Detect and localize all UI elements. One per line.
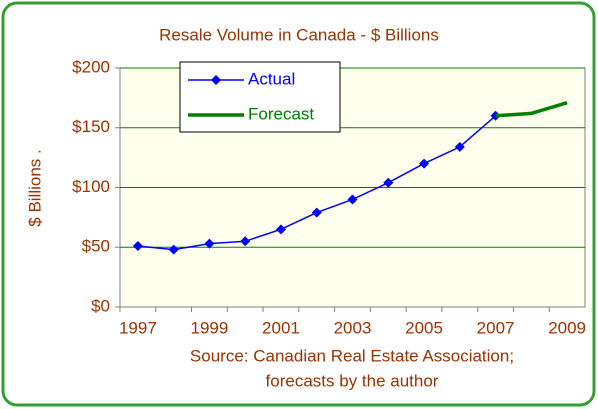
series-line [495,100,568,118]
y-axis-label: $ Billions . [25,149,44,226]
legend-marker [211,75,221,85]
source-note: forecasts by the author [266,371,439,390]
x-tick-label: 1999 [191,318,229,337]
point-marker [168,244,179,255]
point-marker [383,177,394,188]
point-marker [347,194,358,205]
x-tick-label: 2005 [405,318,443,337]
legend-label: Actual [248,69,295,88]
point-marker [204,238,215,249]
source-note: Source: Canadian Real Estate Association… [190,346,514,365]
y-tick-label: $100 [72,177,110,196]
y-tick-label: $200 [72,57,110,76]
x-tick-label: 2007 [477,318,515,337]
legend-box [179,61,341,133]
y-tick-label: $0 [91,296,110,315]
point-marker [454,141,465,152]
x-tick-label: 1997 [119,318,157,337]
x-tick-label: 2001 [262,318,300,337]
x-tick-label: 2009 [548,318,586,337]
point-marker [419,158,430,169]
y-tick-label: $50 [82,237,110,256]
x-tick-label: 2003 [334,318,372,337]
point-marker [275,224,286,235]
legend-label: Forecast [248,104,314,123]
chart-title: Resale Volume in Canada - $ Billions [159,25,439,44]
point-marker [240,236,251,247]
point-marker [311,207,322,218]
y-tick-label: $150 [72,117,110,136]
point-marker [132,241,143,252]
